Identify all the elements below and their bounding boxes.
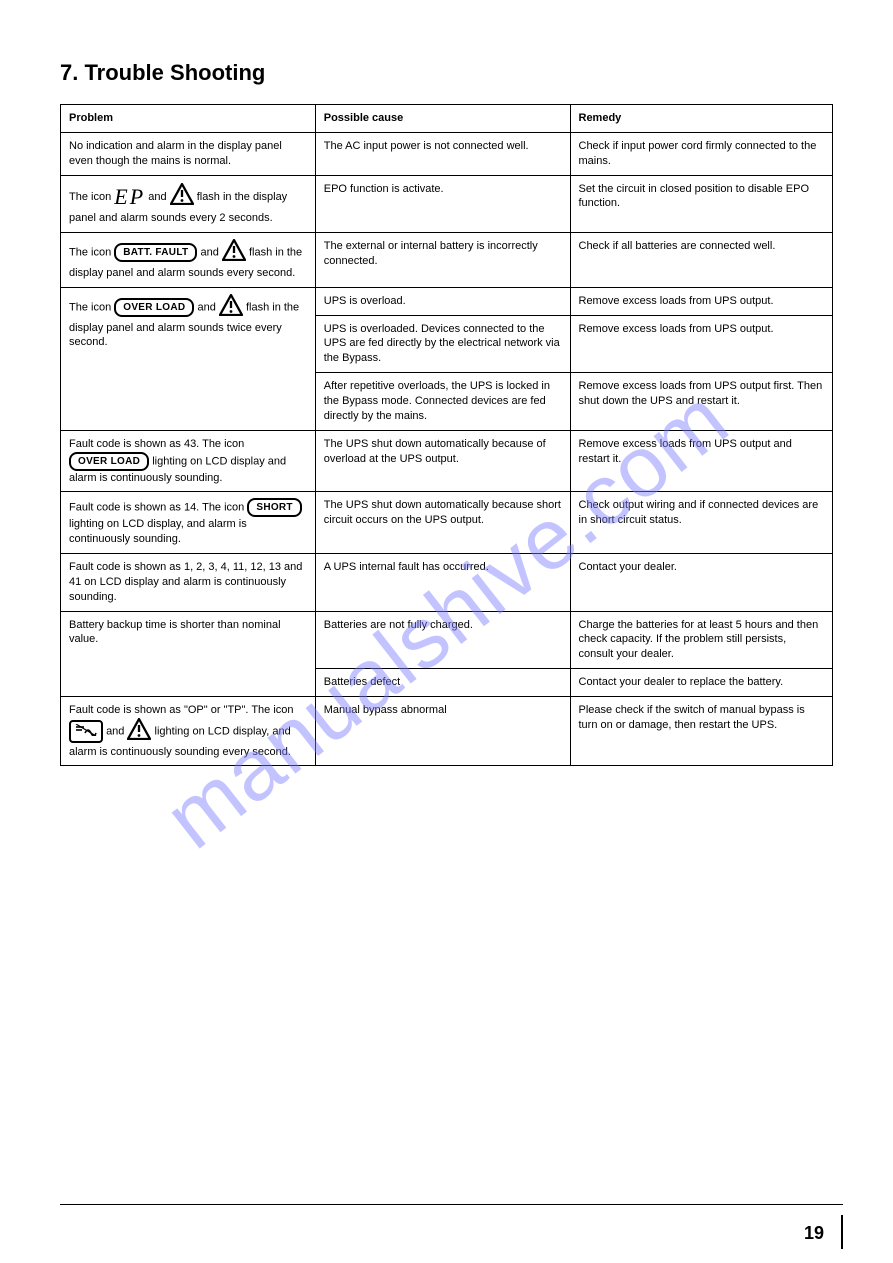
cell-cause: Manual bypass abnormal	[315, 696, 570, 766]
col-header-problem: Problem	[61, 105, 316, 133]
table-row: Fault code is shown as 1, 2, 3, 4, 11, 1…	[61, 554, 833, 612]
section-heading: 7. Trouble Shooting	[60, 60, 833, 86]
cell-problem: Fault code is shown as 43. The icon OVER…	[61, 430, 316, 492]
table-row: No indication and alarm in the display p…	[61, 132, 833, 175]
cell-cause: The UPS shut down automatically because …	[315, 430, 570, 492]
problem-text: Fault code is shown as 14. The icon	[69, 502, 247, 514]
table-row: Fault code is shown as 43. The icon OVER…	[61, 430, 833, 492]
overload-icon: OVER LOAD	[114, 298, 194, 317]
problem-text: lighting on LCD display, and alarm is co…	[69, 725, 291, 758]
cell-problem: The icon EP and flash in the display pan…	[61, 175, 316, 233]
troubleshoot-table: Problem Possible cause Remedy No indicat…	[60, 104, 833, 766]
cell-problem: No indication and alarm in the display p…	[61, 132, 316, 175]
cell-cause: A UPS internal fault has occurred.	[315, 554, 570, 612]
cell-remedy: Charge the batteries for at least 5 hour…	[570, 611, 833, 669]
cell-remedy: Contact your dealer to replace the batte…	[570, 669, 833, 697]
cell-remedy: Please check if the switch of manual byp…	[570, 696, 833, 766]
table-row: Battery backup time is shorter than nomi…	[61, 611, 833, 669]
warning-icon	[219, 294, 243, 321]
page-footer: 19	[804, 1217, 843, 1251]
footer-divider	[841, 1215, 843, 1249]
short-icon: SHORT	[247, 498, 302, 517]
warning-icon	[170, 183, 194, 210]
cell-remedy: Check output wiring and if connected dev…	[570, 492, 833, 554]
cell-cause: UPS is overload.	[315, 287, 570, 315]
cell-problem: The icon OVER LOAD and flash in the disp…	[61, 287, 316, 430]
table-row: Fault code is shown as "OP" or "TP". The…	[61, 696, 833, 766]
batt-fault-icon: BATT. FAULT	[114, 243, 197, 262]
cell-cause: Batteries defect	[315, 669, 570, 697]
cell-remedy: Remove excess loads from UPS output and …	[570, 430, 833, 492]
table-row: The icon BATT. FAULT and flash in the di…	[61, 233, 833, 288]
cell-cause: The AC input power is not connected well…	[315, 132, 570, 175]
cell-cause: The UPS shut down automatically because …	[315, 492, 570, 554]
problem-text: and	[197, 301, 218, 313]
problem-text: The icon	[69, 301, 114, 313]
cell-problem: Fault code is shown as 14. The icon SHOR…	[61, 492, 316, 554]
cell-remedy: Remove excess loads from UPS output firs…	[570, 373, 833, 431]
cell-problem: Battery backup time is shorter than nomi…	[61, 611, 316, 696]
cell-problem: The icon BATT. FAULT and flash in the di…	[61, 233, 316, 288]
cell-cause: The external or internal battery is inco…	[315, 233, 570, 288]
ep-icon: EP	[114, 182, 145, 212]
problem-text: and	[148, 190, 169, 202]
col-header-cause: Possible cause	[315, 105, 570, 133]
cell-remedy: Remove excess loads from UPS output.	[570, 315, 833, 373]
cell-remedy: Contact your dealer.	[570, 554, 833, 612]
cell-cause: After repetitive overloads, the UPS is l…	[315, 373, 570, 431]
bypass-mode-icon	[69, 720, 103, 743]
page-number: 19	[804, 1223, 824, 1243]
cell-cause: UPS is overloaded. Devices connected to …	[315, 315, 570, 373]
cell-remedy: Set the circuit in closed position to di…	[570, 175, 833, 233]
table-row: Fault code is shown as 14. The icon SHOR…	[61, 492, 833, 554]
overload-icon: OVER LOAD	[69, 452, 149, 471]
table-header-row: Problem Possible cause Remedy	[61, 105, 833, 133]
warning-icon	[222, 239, 246, 266]
cell-remedy: Check if all batteries are connected wel…	[570, 233, 833, 288]
cell-problem: Fault code is shown as 1, 2, 3, 4, 11, 1…	[61, 554, 316, 612]
problem-text: Fault code is shown as 43. The icon	[69, 438, 244, 450]
problem-text: The icon	[69, 190, 114, 202]
problem-text: and	[200, 246, 221, 258]
problem-text: and	[106, 725, 127, 737]
problem-text: Fault code is shown as "OP" or "TP". The…	[69, 704, 294, 716]
warning-icon	[127, 718, 151, 745]
footer-rule	[60, 1204, 843, 1205]
cell-remedy: Check if input power cord firmly connect…	[570, 132, 833, 175]
cell-cause: EPO function is activate.	[315, 175, 570, 233]
col-header-remedy: Remedy	[570, 105, 833, 133]
cell-problem: Fault code is shown as "OP" or "TP". The…	[61, 696, 316, 766]
table-row: The icon OVER LOAD and flash in the disp…	[61, 287, 833, 315]
problem-text: The icon	[69, 246, 114, 258]
cell-cause: Batteries are not fully charged.	[315, 611, 570, 669]
cell-remedy: Remove excess loads from UPS output.	[570, 287, 833, 315]
table-row: The icon EP and flash in the display pan…	[61, 175, 833, 233]
problem-text: lighting on LCD display, and alarm is co…	[69, 518, 247, 545]
